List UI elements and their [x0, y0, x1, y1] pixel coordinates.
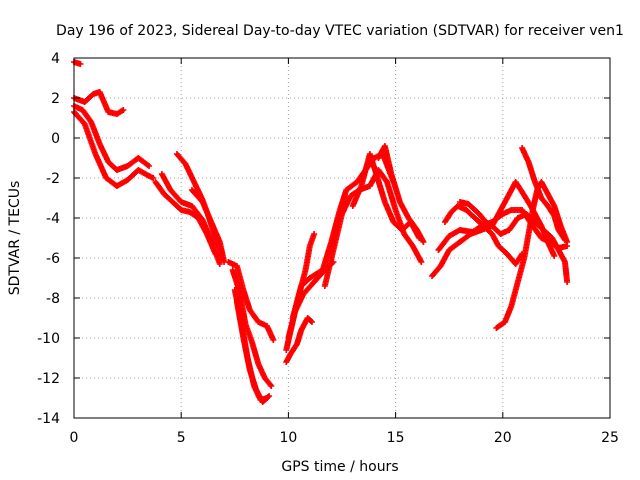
series-track-22 [441, 203, 526, 267]
y-axis-label: SDTVAR / TECUs [7, 181, 23, 296]
series-track-17 [321, 167, 425, 289]
series-track-12 [233, 299, 273, 405]
data-point [216, 261, 223, 267]
series-track-13 [283, 315, 315, 365]
x-tick-label: 20 [494, 430, 512, 446]
data-point [150, 175, 157, 181]
x-tick-label: 5 [177, 430, 186, 446]
data-series [71, 59, 571, 405]
data-point [77, 61, 84, 67]
data-point [311, 231, 318, 237]
x-axis-label: GPS time / hours [281, 459, 398, 475]
axis-ticks: 0 5 10 15 20 25 -14 -12 -10 -8 -6 -4 -2 0 2 4 [37, 51, 619, 446]
series-track-25 [519, 145, 568, 243]
data-point [144, 162, 151, 169]
plot-frame [73, 57, 611, 419]
y-tick-label: 2 [51, 91, 60, 107]
series-track-3 [71, 103, 153, 173]
x-tick-label: 0 [70, 430, 79, 446]
series-track-2 [71, 89, 127, 117]
series-track-19 [375, 143, 427, 245]
y-tick-label: -2 [46, 171, 60, 187]
data-point [564, 279, 571, 285]
series-track-23 [456, 179, 558, 259]
y-tick-label: -12 [37, 371, 60, 387]
data-point [265, 394, 272, 400]
data-point [268, 383, 275, 389]
y-tick-label: -14 [37, 411, 60, 427]
series-track-4 [71, 109, 157, 189]
x-tick-label: 15 [387, 430, 405, 446]
y-tick-label: -6 [46, 251, 60, 267]
data-point [120, 107, 127, 113]
chart-title: Day 196 of 2023, Sidereal Day-to-day VTE… [56, 23, 624, 39]
data-point [307, 318, 314, 324]
series-track-9 [225, 259, 277, 343]
data-point [418, 259, 425, 265]
data-point [266, 393, 273, 399]
data-point [420, 239, 427, 245]
y-tick-label: 4 [51, 51, 60, 67]
y-tick-label: -10 [37, 331, 60, 347]
series-track-10 [229, 267, 275, 389]
data-point [270, 337, 277, 343]
data-point [561, 237, 568, 243]
data-point [267, 381, 274, 388]
x-tick-label: 25 [601, 430, 619, 446]
y-tick-label: 0 [51, 131, 60, 147]
x-tick-label: 10 [279, 430, 297, 446]
data-point [308, 319, 315, 325]
data-point [551, 253, 558, 259]
y-tick-label: -8 [46, 291, 60, 307]
series-track-6 [158, 171, 223, 267]
series-track-1 [71, 59, 84, 67]
y-tick-label: -4 [46, 211, 60, 227]
series-track-8 [188, 187, 228, 265]
data-point [146, 163, 153, 169]
